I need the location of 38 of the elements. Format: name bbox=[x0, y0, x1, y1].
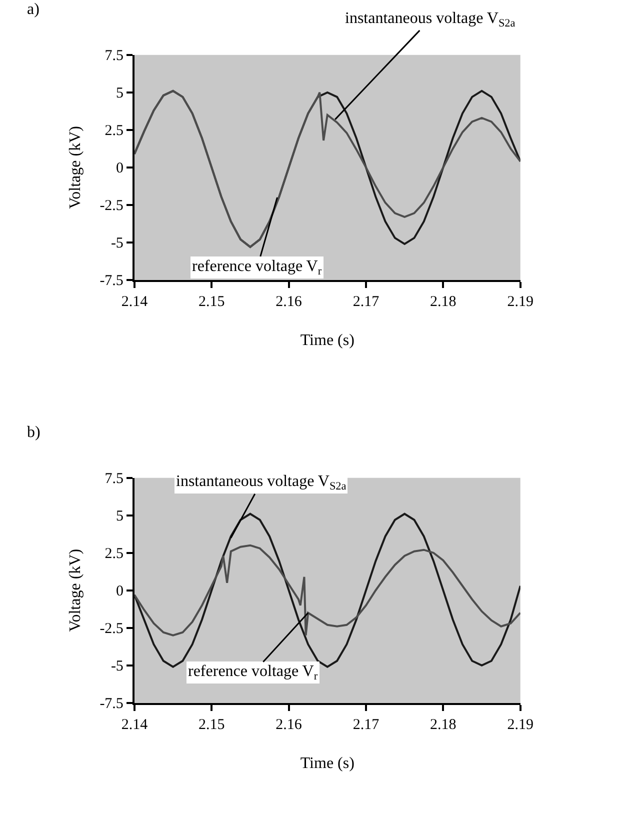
x-tick-label: 2.17 bbox=[352, 716, 380, 733]
chart-title: b) bbox=[27, 424, 40, 441]
x-axis-title: Time (s) bbox=[300, 755, 354, 772]
x-tick-label: 2.19 bbox=[507, 716, 534, 733]
annotation: reference voltage V$_{r}$ bbox=[188, 663, 318, 682]
x-tick-label: 2.15 bbox=[198, 716, 225, 733]
y-tick-label: -5 bbox=[110, 658, 124, 675]
y-tick-label: -2.5 bbox=[100, 198, 124, 214]
x-tick-label: 2.16 bbox=[276, 294, 302, 310]
x-tick-label: 2.14 bbox=[121, 294, 148, 310]
y-tick-label: 5 bbox=[116, 86, 124, 102]
y-axis-title: Voltage (kV) bbox=[67, 126, 84, 209]
line-series bbox=[134, 90, 520, 248]
annotation: instantaneous voltage V$_{S2a}$ bbox=[345, 10, 516, 30]
y-tick-label: -7.5 bbox=[100, 696, 124, 712]
x-tick-label: 2.18 bbox=[430, 294, 456, 310]
x-tick-label: 2.19 bbox=[507, 294, 534, 310]
y-axis-title: Voltage (kV) bbox=[67, 548, 84, 632]
y-tick-label: 0 bbox=[116, 160, 124, 177]
x-tick-label: 2.14 bbox=[121, 716, 148, 733]
y-tick-label: 5 bbox=[116, 508, 124, 525]
x-axis-title: Time (s) bbox=[300, 332, 354, 350]
line-series bbox=[134, 544, 520, 636]
y-tick-label: 2.5 bbox=[104, 546, 124, 562]
x-tick-label: 2.17 bbox=[352, 294, 380, 310]
annotation: reference voltage V$_{r}$ bbox=[192, 258, 322, 278]
y-tick-label: 0 bbox=[116, 584, 124, 600]
chart-title: a) bbox=[27, 1, 40, 18]
x-tick-label: 2.16 bbox=[276, 716, 302, 733]
x-tick-label: 2.15 bbox=[198, 294, 225, 310]
annotation: instantaneous voltage V$_{S2a}$ bbox=[176, 473, 346, 492]
y-tick-label: -5 bbox=[110, 236, 124, 252]
y-tick-label: 7.5 bbox=[104, 471, 124, 488]
y-tick-label: 7.5 bbox=[104, 48, 124, 64]
y-tick-label: -7.5 bbox=[100, 273, 124, 290]
x-tick-label: 2.18 bbox=[430, 716, 456, 733]
y-tick-label: 2.5 bbox=[104, 123, 124, 140]
y-tick-label: -2.5 bbox=[100, 621, 124, 638]
